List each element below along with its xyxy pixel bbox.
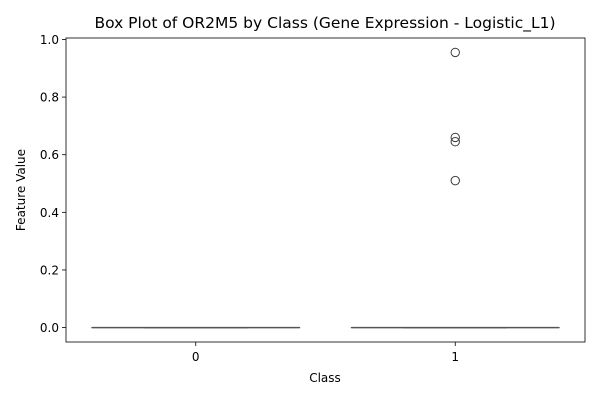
y-tick-label: 0.0	[40, 321, 59, 335]
x-tick-label: 1	[451, 350, 459, 364]
y-tick-label: 0.2	[40, 263, 59, 277]
y-axis: 0.0 0.2 0.4 0.6 0.8 1.0	[40, 33, 66, 335]
boxes-layer	[91, 47, 560, 329]
outlier-point	[450, 137, 460, 147]
y-tick-label: 0.6	[40, 148, 59, 162]
x-tick-label: 0	[192, 350, 200, 364]
y-tick-label: 0.8	[40, 91, 59, 105]
plot-frame	[65, 37, 586, 343]
x-axis-label: Class	[309, 371, 341, 385]
y-tick-label: 0.4	[40, 206, 59, 220]
y-tick-label: 1.0	[40, 33, 59, 47]
outlier-point	[450, 47, 460, 58]
y-axis-label: Feature Value	[14, 149, 28, 231]
chart-title: Box Plot of OR2M5 by Class (Gene Express…	[94, 14, 555, 33]
outlier-point	[450, 175, 460, 186]
outlier-point	[450, 132, 460, 143]
